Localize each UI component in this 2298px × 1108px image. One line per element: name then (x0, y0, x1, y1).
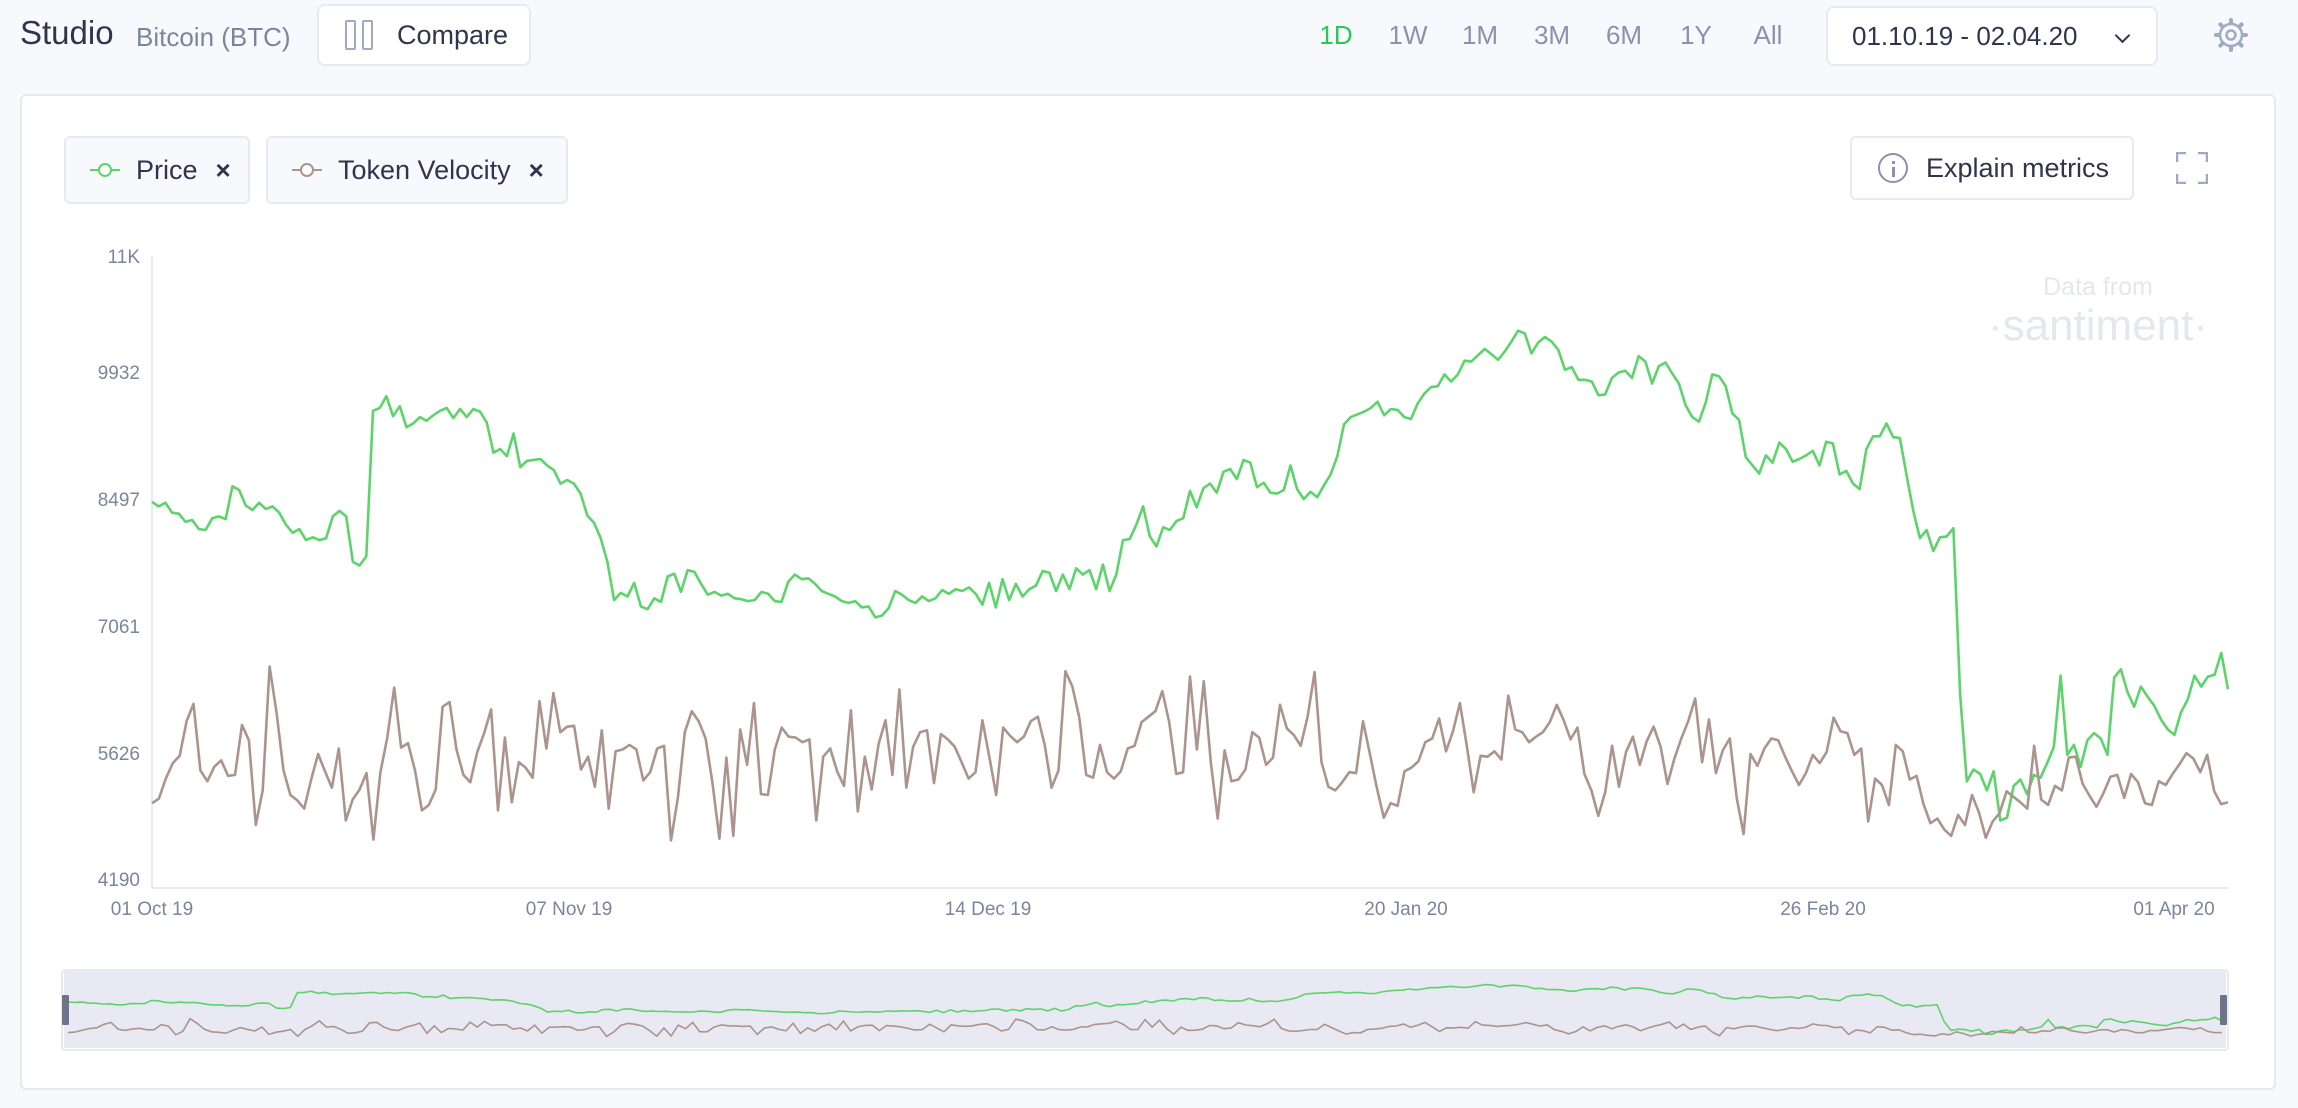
range-3m[interactable]: 3M (1533, 19, 1571, 50)
range-all[interactable]: All (1753, 19, 1783, 50)
y-tick-label: 8497 (98, 490, 140, 511)
x-tick-label: 01 Oct 19 (111, 899, 193, 920)
price-legend-icon (90, 163, 120, 177)
navigator-selection[interactable] (64, 971, 2226, 1048)
top-bar: Studio Bitcoin (BTC) Compare 1D 1W 1M 3M… (0, 0, 2298, 70)
compare-button[interactable]: Compare (317, 4, 531, 66)
fullscreen-icon[interactable] (2176, 152, 2208, 184)
y-tick-label: 7061 (98, 617, 140, 638)
date-range-label: 01.10.19 - 02.04.20 (1852, 20, 2078, 51)
y-tick-label: 11K (108, 247, 141, 268)
metric-chip-token-velocity[interactable]: Token Velocity × (266, 136, 568, 204)
date-range-picker[interactable]: 01.10.19 - 02.04.20 (1826, 6, 2158, 66)
project-name[interactable]: Bitcoin (BTC) (136, 22, 291, 52)
x-tick-label: 20 Jan 20 (1364, 899, 1447, 920)
range-1d[interactable]: 1D (1319, 19, 1353, 50)
gear-icon[interactable] (2213, 17, 2249, 53)
range-1m[interactable]: 1M (1461, 19, 1499, 50)
x-tick-label: 14 Dec 19 (945, 899, 1032, 920)
info-icon (1878, 153, 1908, 183)
watermark-line1: Data from (2043, 273, 2153, 301)
chart-panel: Price × Token Velocity × Explain metrics (20, 94, 2276, 1090)
watermark-logo: ·santiment· (1988, 301, 2208, 350)
compare-button-label: Compare (397, 19, 509, 50)
range-6m[interactable]: 6M (1605, 19, 1643, 50)
metric-name: Token Velocity (338, 154, 511, 185)
explain-metrics-label: Explain metrics (1926, 152, 2110, 183)
x-tick-label: 26 Feb 20 (1780, 899, 1866, 920)
x-tick-label: 01 Apr 20 (2133, 899, 2214, 920)
range-selector: 1D 1W 1M 3M 6M 1Y All (1300, 0, 1804, 70)
y-tick-label: 4190 (98, 870, 140, 891)
token-velocity-legend-icon (292, 163, 322, 177)
explain-metrics-button[interactable]: Explain metrics (1850, 136, 2134, 200)
price-series-line[interactable] (151, 329, 2230, 822)
y-tick-label: 9932 (98, 363, 140, 384)
token-velocity-series-line[interactable] (151, 665, 2229, 842)
navigator-price-line (67, 983, 2223, 1036)
range-1y[interactable]: 1Y (1680, 19, 1712, 50)
close-icon[interactable]: × (528, 154, 544, 185)
metric-name: Price (136, 154, 198, 185)
close-icon[interactable]: × (215, 154, 231, 185)
navigator-right-handle[interactable] (2220, 995, 2227, 1025)
x-tick-label: 07 Nov 19 (526, 899, 613, 920)
navigator-left-handle[interactable] (62, 995, 69, 1025)
range-1w[interactable]: 1W (1388, 19, 1428, 50)
navigator-token-velocity-line (67, 1017, 2223, 1038)
metric-chip-price[interactable]: Price × (64, 136, 250, 204)
compare-icon (345, 20, 377, 50)
y-tick-label: 5626 (98, 744, 140, 765)
page-title: Studio (20, 14, 114, 51)
